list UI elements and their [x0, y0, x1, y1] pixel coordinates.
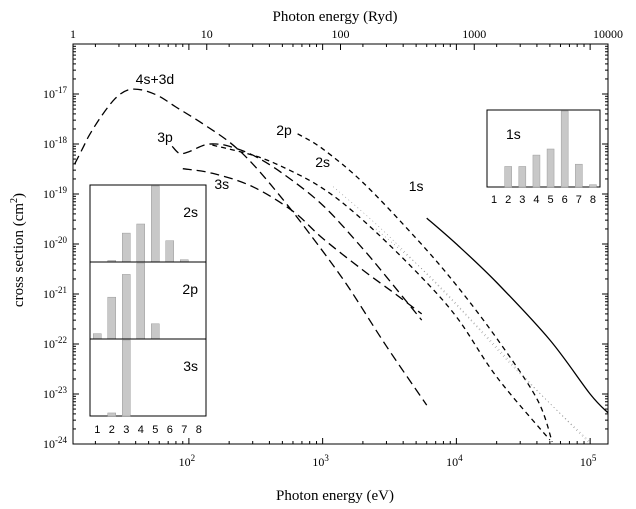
inset-1s-bar [532, 154, 541, 188]
top-axis-tick-label: 10 [201, 27, 213, 41]
inset-1s-category: 8 [590, 194, 596, 206]
inset-1s-category: 4 [533, 194, 539, 206]
top-axis-title: Photon energy (Ryd) [273, 9, 398, 25]
y-axis-title-close: ) [11, 193, 27, 198]
curve-2s [212, 144, 551, 441]
inset-left-panel-label-3s: 3s [183, 358, 198, 374]
inset-left-category: 2 [109, 424, 115, 436]
inset-left-category: 1 [94, 424, 100, 436]
bottom-axis-tick-label: 103 [312, 453, 329, 469]
top-axis-tick-label: 100 [332, 27, 350, 41]
inset-left-bar-2s [165, 240, 174, 263]
inset-1s-category: 5 [548, 194, 554, 206]
y-axis-title-main: cross section (cm [11, 203, 27, 307]
inset-1s-category: 7 [576, 194, 582, 206]
inset-left-bar-3s [122, 339, 131, 417]
curve-dotted-7 [375, 228, 591, 445]
curve-label-2s: 2s [315, 154, 330, 170]
inset-left-category: 6 [167, 424, 173, 436]
inset-1s-category: 6 [562, 194, 568, 206]
inset-left-bar-3s [107, 412, 116, 417]
y-axis-tick-label: 10-23 [43, 385, 67, 401]
inset-1s-bar [575, 163, 583, 188]
inset-1s-bar [504, 166, 512, 188]
inset-left-bar-2s [136, 223, 145, 263]
top-axis-tick-label: 1 [70, 27, 76, 41]
y-axis-tick-label: 10-17 [43, 85, 67, 101]
inset-left-panel-label-2p: 2p [182, 281, 198, 297]
curve-3p [171, 143, 423, 321]
curve-4s-3d [74, 88, 428, 406]
curve-dotted-6 [333, 186, 591, 443]
inset-left-bar-2p [107, 296, 116, 340]
bottom-axis-title: Photon energy (eV) [276, 488, 394, 504]
inset-1s-frame [486, 109, 601, 188]
y-axis-title-sup: 2 [9, 198, 20, 203]
inset-left-bar-2s [151, 185, 160, 263]
curve-3s [182, 168, 423, 315]
top-axis-tick-label: 1000 [462, 27, 486, 41]
inset-left-category: 3 [123, 424, 129, 436]
y-axis-tick-label: 10-20 [43, 235, 67, 251]
y-axis-tick-label: 10-21 [43, 285, 67, 301]
curve-label-1s: 1s [409, 178, 424, 194]
inset-left-bar-2s [122, 232, 131, 263]
inset-left-bar-2p [93, 333, 102, 340]
top-axis-tick-label: 10000 [593, 27, 623, 41]
inset-left-group: 2s 2p 3s 1 2 3 4 5 6 7 8 [89, 184, 207, 436]
curve-label-2p: 2p [276, 122, 292, 138]
bottom-axis-tick-label: 102 [179, 453, 196, 469]
curve-1s [426, 217, 609, 414]
y-axis-tick-label: 10-18 [43, 135, 67, 151]
inset-left-bar-2p [136, 262, 145, 340]
bottom-axis-tick-label: 104 [446, 453, 463, 469]
inset-left-panel-label-2s: 2s [183, 204, 198, 220]
y-axis-tick-label: 10-24 [43, 435, 67, 451]
inset-left-category: 5 [152, 424, 158, 436]
y-axis-tick-label: 10-22 [43, 335, 67, 351]
inset-left-category: 4 [138, 424, 144, 436]
inset-1s-bar [589, 184, 597, 188]
inset-left-bar-2p [122, 274, 131, 340]
inset-left-category: 8 [196, 424, 202, 436]
inset-left-category: 7 [181, 424, 187, 436]
y-axis-title: cross section (cm2) [9, 193, 27, 307]
inset-1s-category: 2 [505, 194, 511, 206]
inset-1s-category: 1 [491, 194, 497, 206]
inset-1s-bar [518, 166, 527, 188]
curves-group [74, 88, 609, 445]
plot-frame-group: 102 103 104 105 1 10 100 1000 10000 10-17 10-18 10-… [43, 27, 623, 469]
inset-left-bar-2p [151, 323, 160, 340]
inset-1s-label: 1s [506, 126, 521, 142]
curve-label-4s-3d: 4s+3d [136, 71, 175, 87]
inset-1s-bar [560, 110, 569, 188]
y-axis-tick-label: 10-19 [43, 185, 67, 201]
inset-1s-bar [546, 148, 555, 188]
curve-2p [297, 133, 553, 443]
curve-labels-group: 4s+3d 3p 3s 2s 2p 1s [136, 71, 424, 194]
curve-label-3p: 3p [157, 129, 173, 145]
curve-label-3s: 3s [214, 176, 229, 192]
inset-1s-category: 3 [519, 194, 525, 206]
inset-1s-group: 1 2 3 4 5 6 7 8 1s [486, 109, 601, 206]
bottom-axis-tick-label: 105 [580, 453, 597, 469]
